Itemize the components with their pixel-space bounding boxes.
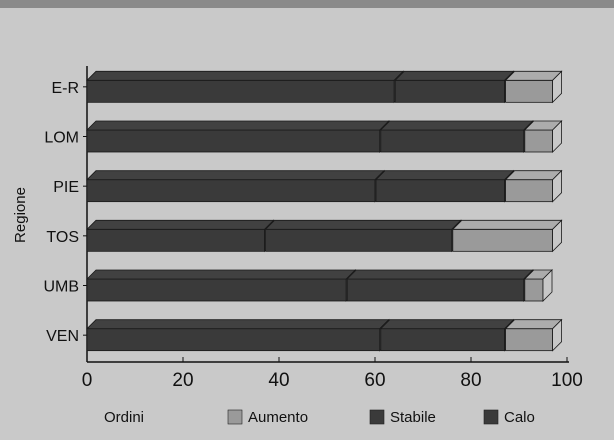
- y-tick-label-lom: LOM: [44, 130, 79, 147]
- bar-pie-calo: [86, 169, 385, 203]
- bar-ven-aumento: [504, 318, 563, 352]
- bar-tos-calo: [86, 219, 275, 253]
- x-tick-label: 100: [551, 370, 583, 391]
- legend-title: Ordini: [104, 409, 144, 426]
- labels-layer: 0 20 40 60 80 100 E-R LOM PIE TOS UMB VEN: [43, 80, 582, 391]
- bar-pie-aumento: [504, 169, 563, 203]
- y-tick-label-tos: TOS: [46, 229, 79, 246]
- bars-layer: [86, 70, 563, 352]
- bar-e-r-stabile: [394, 70, 515, 104]
- bar-ven-stabile: [379, 318, 515, 352]
- bar-umb-stabile: [346, 269, 534, 302]
- legend-swatch-aumento: [227, 409, 243, 425]
- x-tick-label: 80: [460, 370, 481, 391]
- bar-pie-stabile: [375, 169, 515, 203]
- y-tick-label-ven: VEN: [46, 328, 79, 345]
- legend-label-aumento: Aumento: [248, 409, 308, 426]
- x-tick-label: 60: [364, 370, 385, 391]
- bar-umb-calo: [86, 269, 357, 302]
- y-tick-label-umb: UMB: [43, 279, 79, 296]
- legend-label-stabile: Stabile: [390, 409, 436, 426]
- y-tick-label-e-r: E-R: [51, 80, 79, 97]
- bar-e-r-calo: [86, 70, 405, 104]
- legend-label-calo: Calo: [504, 409, 535, 426]
- x-tick-label: 40: [268, 370, 289, 391]
- bar-tos-stabile: [264, 219, 462, 253]
- legend: Ordini Aumento Stabile Calo: [104, 409, 535, 426]
- bar-umb-aumento: [523, 269, 553, 302]
- bar-lom-aumento: [523, 120, 563, 153]
- y-tick-label-pie: PIE: [53, 179, 79, 196]
- bar-ven-calo: [86, 318, 390, 352]
- legend-swatch-stabile: [369, 409, 385, 425]
- y-axis-title: Regione: [12, 187, 29, 243]
- bar-lom-stabile: [379, 120, 534, 153]
- bar-e-r-aumento: [504, 70, 563, 104]
- bar-lom-calo: [86, 120, 390, 153]
- top-band: [0, 0, 614, 8]
- axes-layer: [83, 66, 569, 363]
- x-tick-label: 0: [82, 370, 93, 391]
- x-tick-label: 20: [172, 370, 193, 391]
- legend-swatch-calo: [483, 409, 499, 425]
- bar-tos-aumento: [451, 219, 563, 253]
